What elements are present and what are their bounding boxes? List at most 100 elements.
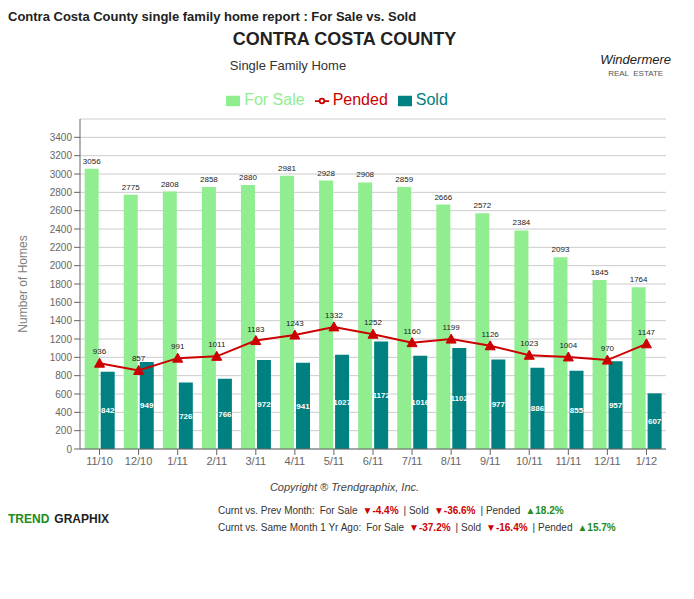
html-text:Windermere: Windermere bbox=[600, 52, 671, 67]
html-text:| Sold: | Sold bbox=[455, 522, 481, 533]
html-text:TREND GRAPHIX: TREND GRAPHIX bbox=[8, 512, 109, 526]
svg-text:970: 970 bbox=[601, 344, 615, 353]
html-text:Copyright ® Trendgraphix, Inc.: Copyright ® Trendgraphix, Inc. bbox=[269, 481, 420, 493]
svg-text:600: 600 bbox=[55, 389, 72, 400]
svg-text:726: 726 bbox=[179, 412, 193, 421]
svg-text:936: 936 bbox=[93, 347, 107, 356]
html-text:Curnt vs. Prev Month:: Curnt vs. Prev Month: bbox=[218, 505, 315, 516]
svg-text:11/11: 11/11 bbox=[555, 455, 581, 467]
svg-text:2600: 2600 bbox=[50, 205, 73, 216]
svg-text:2928: 2928 bbox=[317, 169, 335, 178]
svg-text:2572: 2572 bbox=[473, 201, 491, 210]
svg-text:1023: 1023 bbox=[520, 339, 538, 348]
html-text:Pended: Pended bbox=[332, 91, 388, 108]
svg-text:2/11: 2/11 bbox=[206, 455, 227, 467]
svg-text:400: 400 bbox=[55, 407, 72, 418]
svg-text:11/10: 11/10 bbox=[86, 455, 113, 467]
svg-text:1243: 1243 bbox=[286, 319, 304, 328]
svg-text:1027: 1027 bbox=[333, 398, 351, 407]
svg-text:977: 977 bbox=[492, 400, 506, 409]
svg-text:1160: 1160 bbox=[403, 327, 421, 336]
svg-text:1183: 1183 bbox=[247, 325, 265, 334]
svg-text:2858: 2858 bbox=[200, 175, 218, 184]
svg-text:949: 949 bbox=[140, 401, 154, 410]
html-text:| Pended: | Pended bbox=[480, 505, 521, 516]
html-text:▼-36.6%: ▼-36.6% bbox=[433, 505, 476, 516]
svg-text:886: 886 bbox=[531, 404, 545, 413]
svg-text:1199: 1199 bbox=[443, 323, 461, 332]
svg-text:8/11: 8/11 bbox=[441, 455, 462, 467]
svg-text:1600: 1600 bbox=[50, 297, 73, 308]
svg-text:2200: 2200 bbox=[50, 242, 73, 253]
svg-text:2808: 2808 bbox=[161, 180, 179, 189]
svg-text:855: 855 bbox=[570, 406, 584, 415]
svg-text:766: 766 bbox=[218, 410, 232, 419]
svg-text:1011: 1011 bbox=[208, 340, 226, 349]
svg-text:6/11: 6/11 bbox=[363, 455, 384, 467]
svg-text:12/10: 12/10 bbox=[125, 455, 153, 467]
html-text:For Sale: For Sale bbox=[319, 505, 358, 516]
svg-text:991: 991 bbox=[171, 342, 185, 351]
svg-text:2775: 2775 bbox=[122, 183, 140, 192]
svg-text:1004: 1004 bbox=[559, 341, 577, 350]
svg-text:1400: 1400 bbox=[50, 315, 73, 326]
svg-text:3/11: 3/11 bbox=[246, 455, 267, 467]
svg-text:2000: 2000 bbox=[50, 260, 73, 271]
html-text:For Sale: For Sale bbox=[244, 91, 305, 108]
svg-text:3200: 3200 bbox=[50, 150, 73, 161]
svg-text:3400: 3400 bbox=[50, 132, 73, 143]
svg-text:1/11: 1/11 bbox=[167, 455, 188, 467]
svg-text:2908: 2908 bbox=[356, 170, 374, 179]
svg-text:1147: 1147 bbox=[638, 328, 656, 337]
svg-text:3000: 3000 bbox=[50, 169, 73, 180]
svg-text:1000: 1000 bbox=[50, 352, 73, 363]
svg-text:4/11: 4/11 bbox=[285, 455, 306, 467]
svg-text:1800: 1800 bbox=[50, 279, 73, 290]
html-text:▼-4.4%: ▼-4.4% bbox=[362, 505, 399, 516]
svg-text:2384: 2384 bbox=[513, 218, 531, 227]
svg-text:1/12: 1/12 bbox=[636, 455, 657, 467]
html-text:CONTRA COSTA COUNTY: CONTRA COSTA COUNTY bbox=[232, 29, 457, 49]
svg-text:800: 800 bbox=[55, 370, 72, 381]
svg-text:2800: 2800 bbox=[50, 187, 73, 198]
svg-text:1200: 1200 bbox=[50, 334, 73, 345]
svg-text:972: 972 bbox=[257, 400, 271, 409]
html-text:Contra Costa County single fam: Contra Costa County single family home r… bbox=[8, 9, 417, 24]
svg-text:857: 857 bbox=[132, 354, 146, 363]
html-text:Single Family Home: Single Family Home bbox=[229, 58, 347, 73]
svg-text:1845: 1845 bbox=[591, 268, 609, 277]
html-text:For Sale: For Sale bbox=[366, 522, 404, 533]
html-text:▼-16.4%: ▼-16.4% bbox=[486, 522, 528, 533]
svg-text:1126: 1126 bbox=[482, 330, 500, 339]
svg-text:2981: 2981 bbox=[278, 164, 296, 173]
svg-text:1332: 1332 bbox=[325, 311, 343, 320]
html-text:▲18.2%: ▲18.2% bbox=[525, 505, 564, 516]
svg-text:9/11: 9/11 bbox=[480, 455, 501, 467]
svg-text:957: 957 bbox=[609, 401, 623, 410]
html-text:Sold: Sold bbox=[415, 91, 448, 108]
svg-text:7/11: 7/11 bbox=[402, 455, 423, 467]
svg-text:12/11: 12/11 bbox=[594, 455, 621, 467]
svg-text:842: 842 bbox=[101, 406, 115, 415]
html-text:▼-37.2%: ▼-37.2% bbox=[409, 522, 451, 533]
svg-text:2400: 2400 bbox=[50, 224, 73, 235]
svg-text:2093: 2093 bbox=[552, 245, 570, 254]
svg-text:2880: 2880 bbox=[239, 173, 257, 182]
svg-text:200: 200 bbox=[55, 425, 72, 436]
svg-text:2859: 2859 bbox=[395, 175, 413, 184]
svg-text:5/11: 5/11 bbox=[324, 455, 345, 467]
svg-text:1172: 1172 bbox=[372, 391, 390, 400]
svg-text:2666: 2666 bbox=[434, 193, 452, 202]
svg-text:941: 941 bbox=[296, 402, 310, 411]
svg-text:3056: 3056 bbox=[83, 157, 101, 166]
svg-text:1252: 1252 bbox=[364, 318, 382, 327]
svg-text:0: 0 bbox=[66, 444, 72, 455]
svg-text:1016: 1016 bbox=[411, 398, 429, 407]
html-text:Curnt vs. Same Month 1 Yr Ago:: Curnt vs. Same Month 1 Yr Ago: bbox=[218, 522, 362, 533]
svg-text:1764: 1764 bbox=[630, 275, 648, 284]
svg-text:10/11: 10/11 bbox=[516, 455, 543, 467]
html-text:| Sold: | Sold bbox=[403, 505, 429, 516]
svg-text:607: 607 bbox=[648, 417, 662, 426]
svg-text:1102: 1102 bbox=[451, 394, 469, 403]
svg-text:Number of Homes: Number of Homes bbox=[16, 235, 30, 332]
